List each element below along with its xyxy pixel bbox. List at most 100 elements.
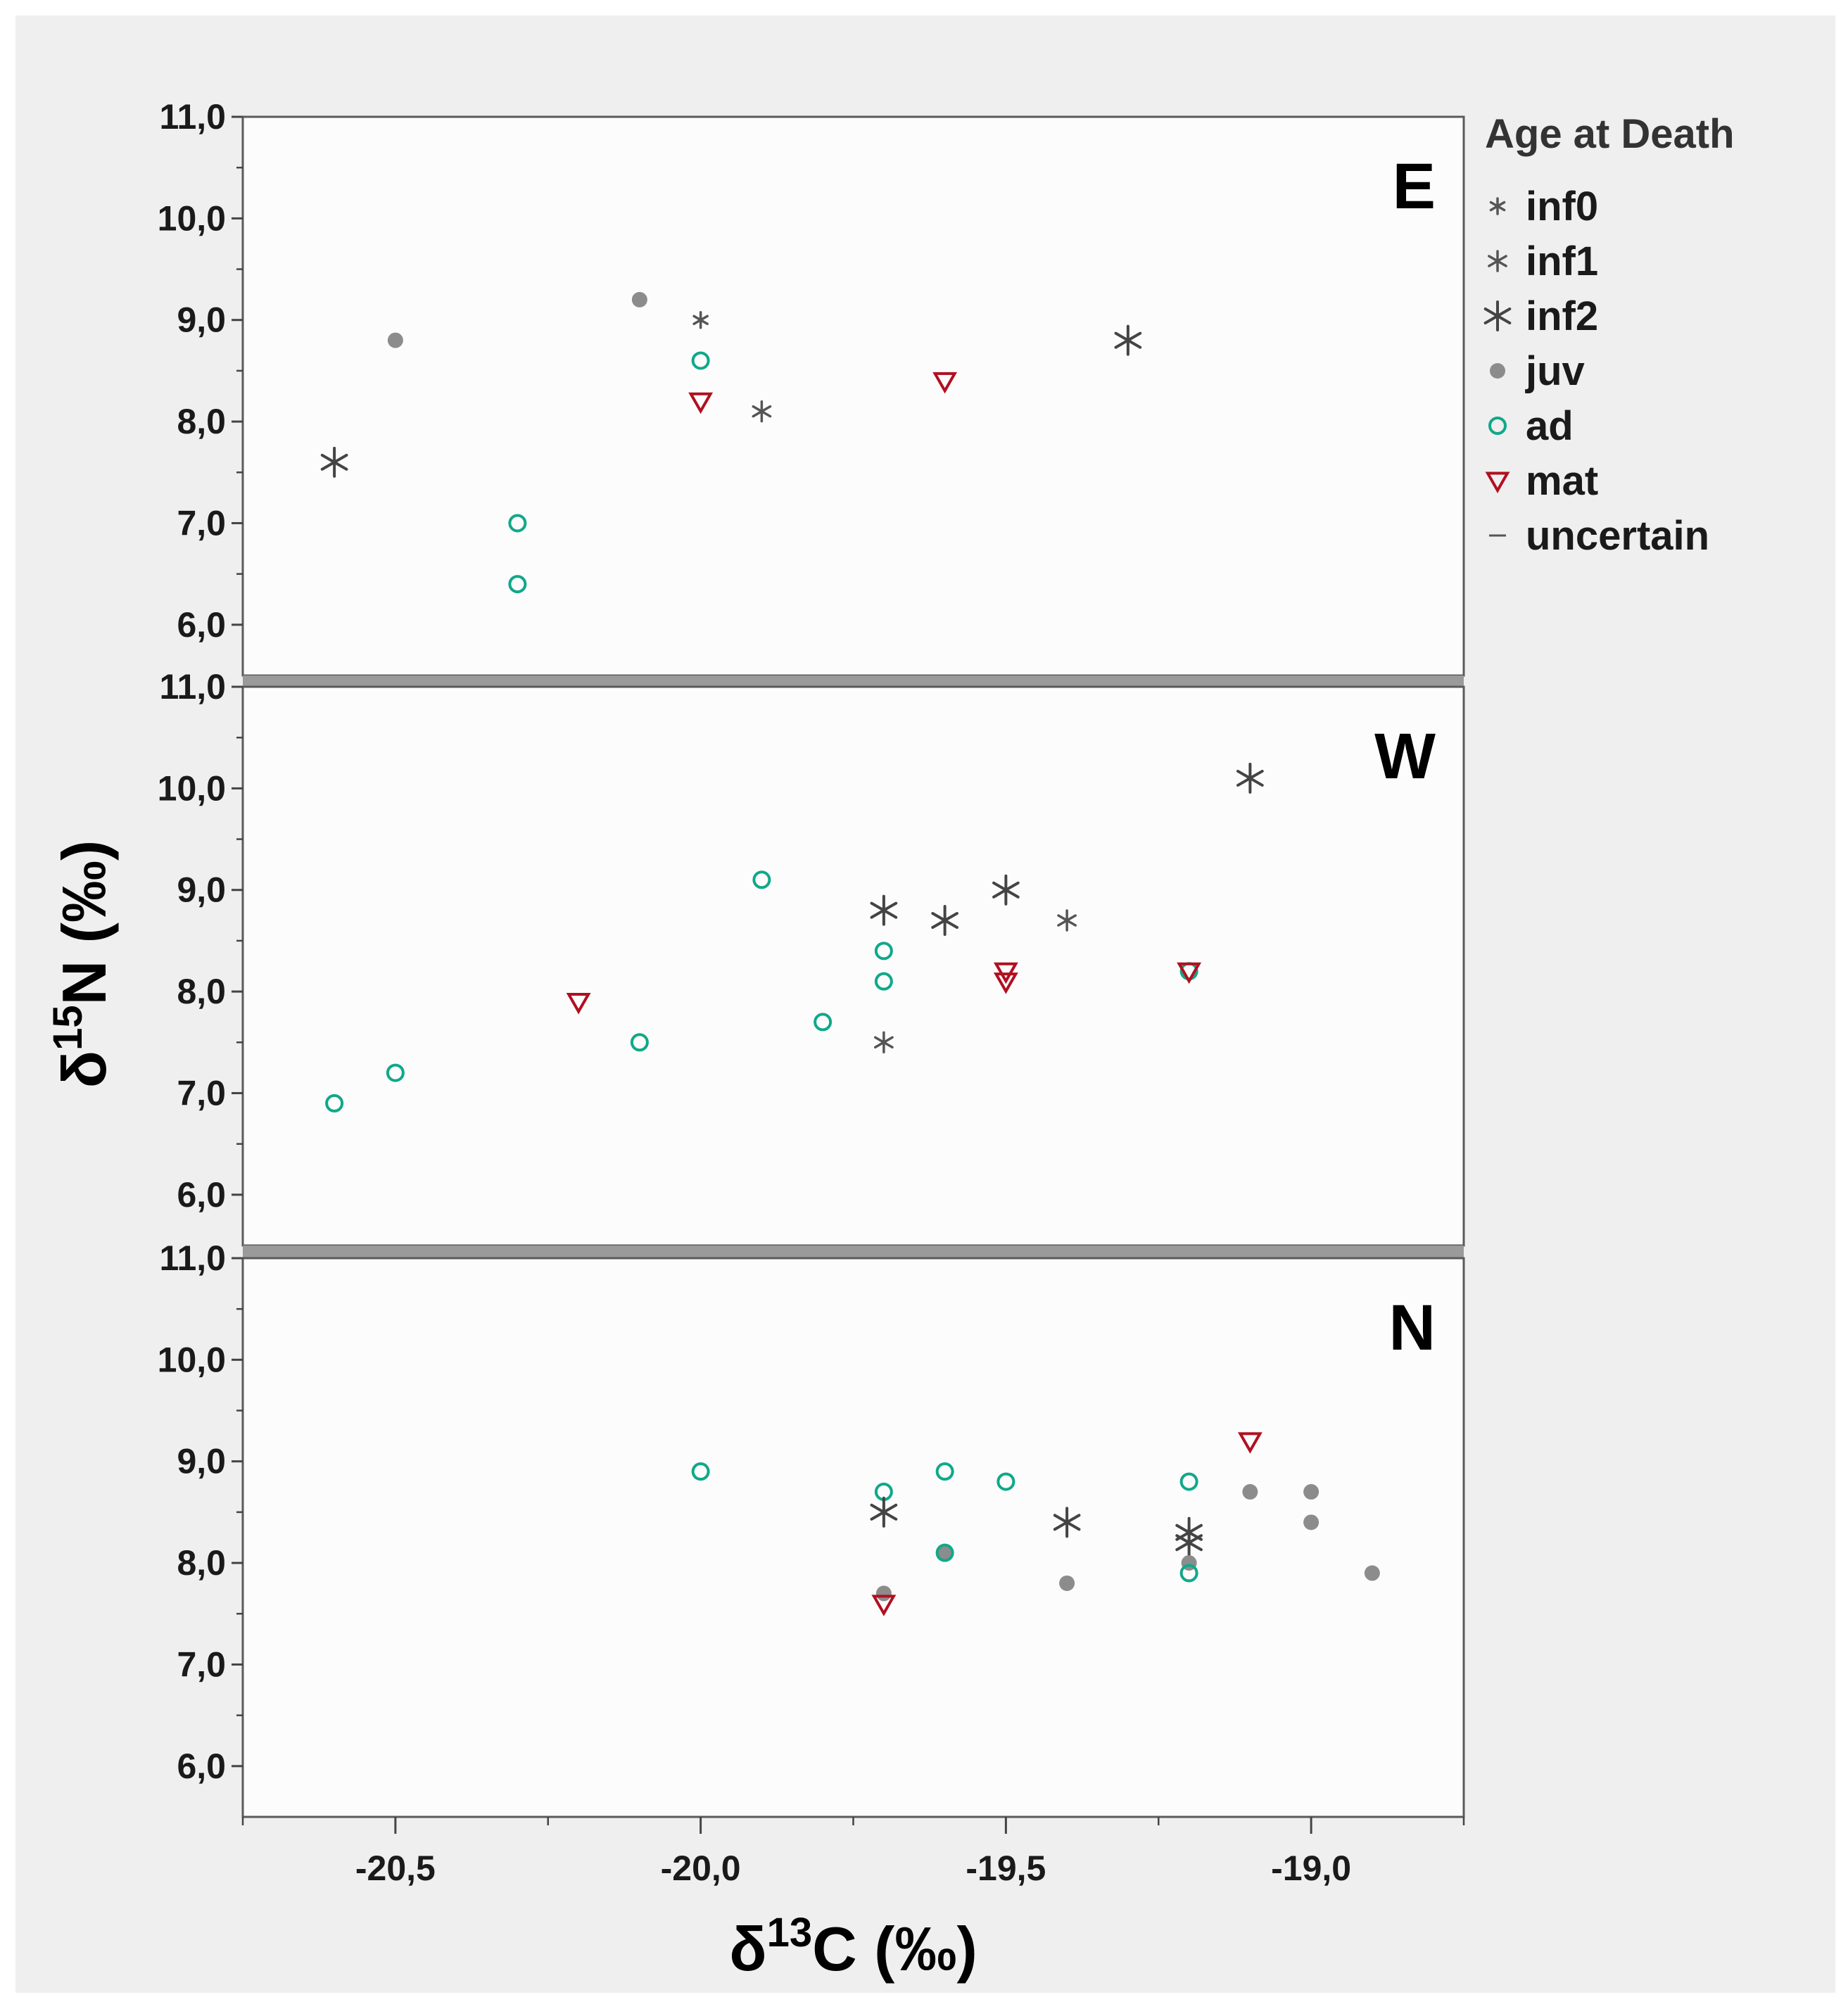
point-inf0 xyxy=(1489,197,1506,215)
point-inf1 xyxy=(874,1031,894,1054)
points xyxy=(320,291,1142,594)
legend-label: uncertain xyxy=(1526,513,1709,559)
point-inf2 xyxy=(1236,762,1264,794)
y-tick-label: 9,0 xyxy=(177,870,226,910)
point-inf0 xyxy=(692,310,709,329)
point-juv xyxy=(1364,1565,1380,1581)
legend-item-juv: juv xyxy=(1490,348,1585,394)
panels: 6,0 7,0 8,0 9,0 10,0 11,0 E 6,0 7,0 8,0 9,0 10,0 11,… xyxy=(158,97,1465,1818)
panel-label: E xyxy=(1393,151,1436,222)
point-inf2 xyxy=(870,894,898,926)
panel-separator xyxy=(243,1246,1464,1258)
plot-area xyxy=(241,685,1465,1247)
point-mat xyxy=(688,392,714,414)
point-ad xyxy=(1488,417,1507,435)
point-mat xyxy=(993,962,1018,984)
legend-item-mat: mat xyxy=(1485,458,1598,504)
y-tick-label: 9,0 xyxy=(177,300,226,340)
point-inf2 xyxy=(870,1496,898,1528)
point-inf1 xyxy=(752,400,772,423)
point-juv xyxy=(1490,363,1505,379)
point-juv xyxy=(1303,1484,1319,1500)
point-ad xyxy=(935,1543,954,1562)
x-axis-title: δ13C (‰) xyxy=(729,1910,977,1984)
point-ad xyxy=(1179,1564,1198,1583)
legend-label: inf2 xyxy=(1526,293,1598,339)
point-ad xyxy=(814,1013,833,1032)
point-ad xyxy=(996,1472,1015,1491)
legend-item-ad: ad xyxy=(1488,403,1574,449)
point-inf1 xyxy=(1488,250,1507,272)
point-ad xyxy=(630,1033,649,1052)
y-tick-label: 6,0 xyxy=(177,605,226,645)
point-inf2 xyxy=(1483,300,1512,331)
point-ad xyxy=(935,1462,954,1481)
panel-separator xyxy=(243,676,1464,687)
point-mat xyxy=(932,372,958,394)
point-ad xyxy=(325,1094,344,1113)
y-tick-label: 8,0 xyxy=(177,402,226,441)
legend-item-uncertain: uncertain xyxy=(1489,513,1709,559)
point-mat xyxy=(1177,962,1202,984)
point-juv xyxy=(1242,1484,1258,1500)
y-tick-label: 7,0 xyxy=(177,1073,226,1113)
y-tick-label: 11,0 xyxy=(159,97,226,137)
points xyxy=(325,762,1264,1113)
y-axis-title-text: δ15N (‰) xyxy=(45,840,119,1089)
point-juv xyxy=(631,291,647,308)
y-tick-label: 9,0 xyxy=(177,1442,226,1481)
point-ad xyxy=(752,870,771,889)
plot-area xyxy=(241,115,1465,677)
point-ad xyxy=(386,1063,405,1082)
point-juv xyxy=(875,1585,892,1602)
legend-title: Age at Death xyxy=(1485,111,1735,157)
x-tick-label: -19,0 xyxy=(1271,1849,1351,1888)
legend-label: ad xyxy=(1526,403,1574,449)
legend-label: juv xyxy=(1525,348,1585,394)
legend-label: inf1 xyxy=(1526,239,1598,284)
plot-area xyxy=(241,1257,1465,1818)
legend-item-inf2: inf2 xyxy=(1483,293,1598,339)
point-inf2 xyxy=(1175,1527,1203,1559)
legend-label: inf0 xyxy=(1526,184,1598,229)
legend-item-inf1: inf1 xyxy=(1488,239,1598,284)
y-tick-label: 10,0 xyxy=(158,1340,226,1379)
point-inf2 xyxy=(992,874,1020,906)
point-ad xyxy=(691,1462,710,1481)
panel-N: 6,0 7,0 8,0 9,0 10,0 11,0 N xyxy=(158,1238,1465,1818)
point-mat xyxy=(566,993,591,1015)
point-inf2 xyxy=(931,905,958,937)
point-ad xyxy=(874,972,893,991)
point-mat xyxy=(1237,1432,1262,1454)
y-tick-label: 7,0 xyxy=(177,503,226,543)
x-tick-label: -19,5 xyxy=(966,1849,1046,1888)
y-tick-label: 8,0 xyxy=(177,972,226,1011)
x-tick-label: -20,5 xyxy=(355,1849,436,1888)
point-inf2 xyxy=(1053,1507,1081,1538)
point-ad xyxy=(1179,1472,1198,1491)
points xyxy=(691,1432,1380,1616)
point-juv xyxy=(937,1545,953,1561)
point-juv xyxy=(1059,1575,1075,1591)
y-tick-label: 11,0 xyxy=(159,667,226,706)
point-inf2 xyxy=(1114,324,1142,356)
y-tick-label: 6,0 xyxy=(177,1747,226,1786)
y-tick-label: 10,0 xyxy=(158,768,226,808)
y-axis-title: δ15N (‰) xyxy=(45,840,119,1089)
legend-label: mat xyxy=(1526,458,1598,504)
y-tick-label: 11,0 xyxy=(159,1238,226,1278)
point-mat xyxy=(1485,471,1510,494)
point-ad xyxy=(691,351,710,370)
panel-E: 6,0 7,0 8,0 9,0 10,0 11,0 E xyxy=(158,97,1465,687)
y-tick-label: 6,0 xyxy=(177,1175,226,1215)
panel-W: 6,0 7,0 8,0 9,0 10,0 11,0 W xyxy=(158,667,1465,1258)
y-tick-label: 7,0 xyxy=(177,1644,226,1684)
x-tick-label: -20,0 xyxy=(661,1849,741,1888)
point-ad xyxy=(508,514,527,533)
panel-label: N xyxy=(1389,1292,1436,1364)
point-inf2 xyxy=(320,446,348,478)
legend: Age at Death inf0 inf1 inf2 juv ad mat uncertai… xyxy=(1483,111,1735,559)
point-juv xyxy=(1303,1514,1319,1530)
point-mat xyxy=(871,1595,897,1616)
